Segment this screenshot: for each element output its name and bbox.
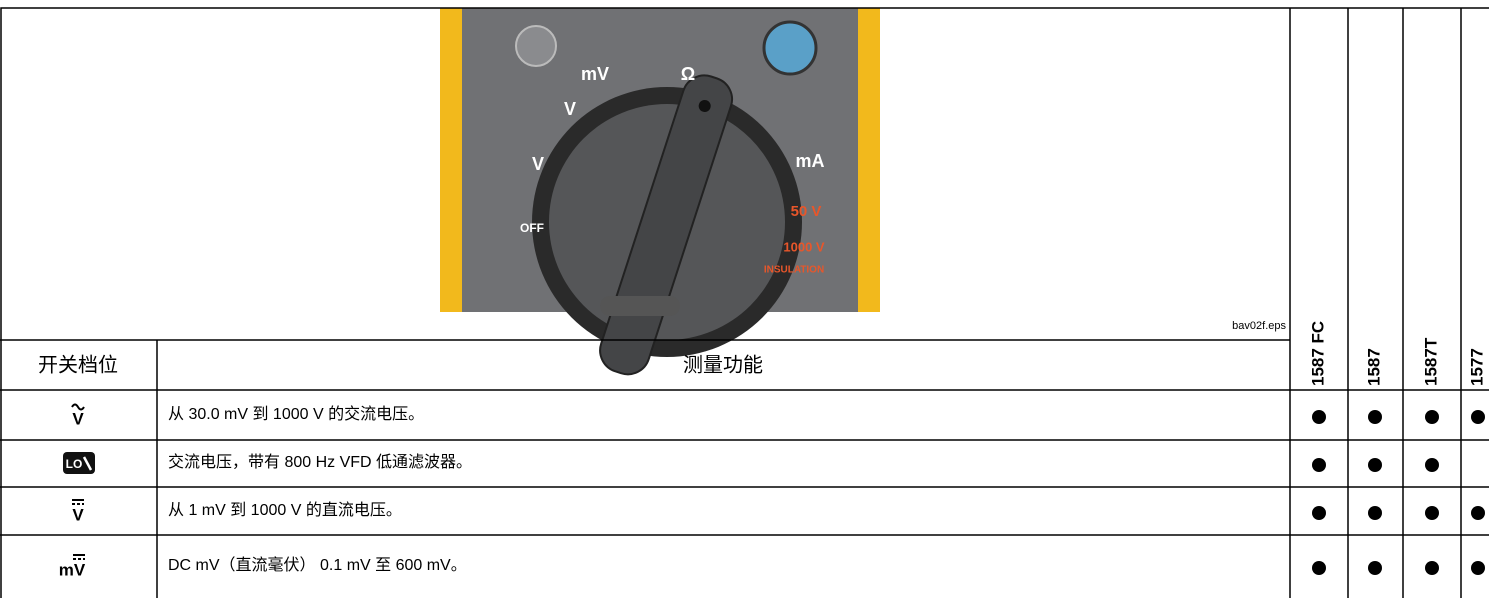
row-description: 从 1 mV 到 1000 V 的直流电压。 xyxy=(168,501,402,519)
support-dot xyxy=(1425,506,1439,520)
support-dot xyxy=(1425,458,1439,472)
image-caption: bav02f.eps xyxy=(1232,320,1286,332)
dial-label: mV xyxy=(581,64,609,84)
lo-icon-slash xyxy=(82,456,93,471)
dial-image xyxy=(440,8,880,376)
tilde xyxy=(71,403,85,411)
support-dot xyxy=(1471,506,1485,520)
support-dot xyxy=(1312,506,1326,520)
dial-label: INSULATION xyxy=(764,265,824,276)
model-header: 1587 FC xyxy=(1308,321,1327,386)
header-cell: 测量功能 xyxy=(683,353,763,376)
header-cell: 开关档位 xyxy=(38,353,118,376)
dial-label: Ω xyxy=(681,64,695,84)
row-description: 交流电压，带有 800 Hz VFD 低通滤波器。 xyxy=(168,453,472,471)
support-dot xyxy=(1368,458,1382,472)
row-description: DC mV（直流毫伏） 0.1 mV 至 600 mV。 xyxy=(168,555,467,574)
support-dot xyxy=(1312,458,1326,472)
dial-label: 1000 V xyxy=(783,239,825,254)
support-dot xyxy=(1471,561,1485,575)
support-dot xyxy=(1368,506,1382,520)
support-dot xyxy=(1471,410,1485,424)
row-symbol: mV xyxy=(59,560,86,579)
row-symbol: V xyxy=(72,505,84,524)
model-header: 1577 xyxy=(1467,348,1486,386)
dial-label: V xyxy=(564,99,576,119)
support-dot xyxy=(1312,410,1326,424)
model-header: 1587T xyxy=(1421,337,1440,386)
support-dot xyxy=(1425,561,1439,575)
dial-label: OFF xyxy=(520,221,544,235)
support-dot xyxy=(1425,410,1439,424)
table-grid xyxy=(0,7,1489,603)
dial-label: 50 V xyxy=(791,203,822,220)
row-symbol: V xyxy=(72,409,84,428)
row-description: 从 30.0 mV 到 1000 V 的交流电压。 xyxy=(168,405,424,423)
support-dot xyxy=(1368,561,1382,575)
model-header: 1587 xyxy=(1364,348,1383,386)
support-dot xyxy=(1312,561,1326,575)
row-symbol: LO xyxy=(66,457,83,471)
lo-icon xyxy=(63,452,95,474)
dial-label: V xyxy=(532,154,544,174)
dial-label: mA xyxy=(795,151,824,171)
support-dot xyxy=(1368,410,1382,424)
